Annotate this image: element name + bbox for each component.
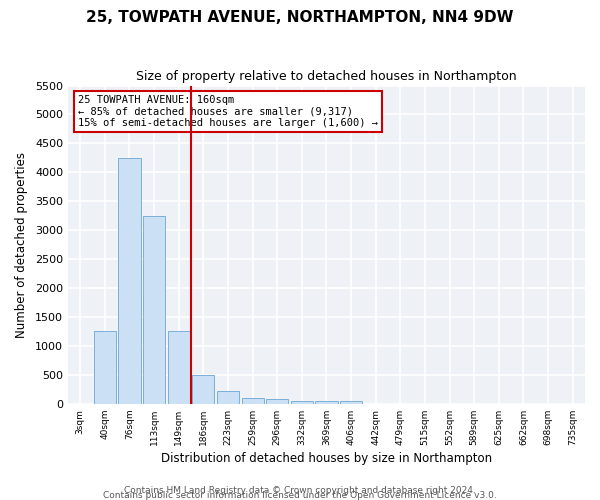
Bar <box>340 401 362 404</box>
Text: Contains HM Land Registry data © Crown copyright and database right 2024.: Contains HM Land Registry data © Crown c… <box>124 486 476 495</box>
Text: Contains public sector information licensed under the Open Government Licence v3: Contains public sector information licen… <box>103 491 497 500</box>
Bar <box>192 375 214 404</box>
Bar <box>266 400 289 404</box>
Text: 25, TOWPATH AVENUE, NORTHAMPTON, NN4 9DW: 25, TOWPATH AVENUE, NORTHAMPTON, NN4 9DW <box>86 10 514 25</box>
Bar <box>291 400 313 404</box>
Bar <box>118 158 140 404</box>
Bar <box>143 216 165 404</box>
X-axis label: Distribution of detached houses by size in Northampton: Distribution of detached houses by size … <box>161 452 492 465</box>
Bar <box>167 332 190 404</box>
Title: Size of property relative to detached houses in Northampton: Size of property relative to detached ho… <box>136 70 517 83</box>
Bar <box>94 332 116 404</box>
Bar <box>217 391 239 404</box>
Bar <box>316 401 338 404</box>
Text: 25 TOWPATH AVENUE: 160sqm
← 85% of detached houses are smaller (9,317)
15% of se: 25 TOWPATH AVENUE: 160sqm ← 85% of detac… <box>78 95 378 128</box>
Y-axis label: Number of detached properties: Number of detached properties <box>15 152 28 338</box>
Bar <box>242 398 263 404</box>
